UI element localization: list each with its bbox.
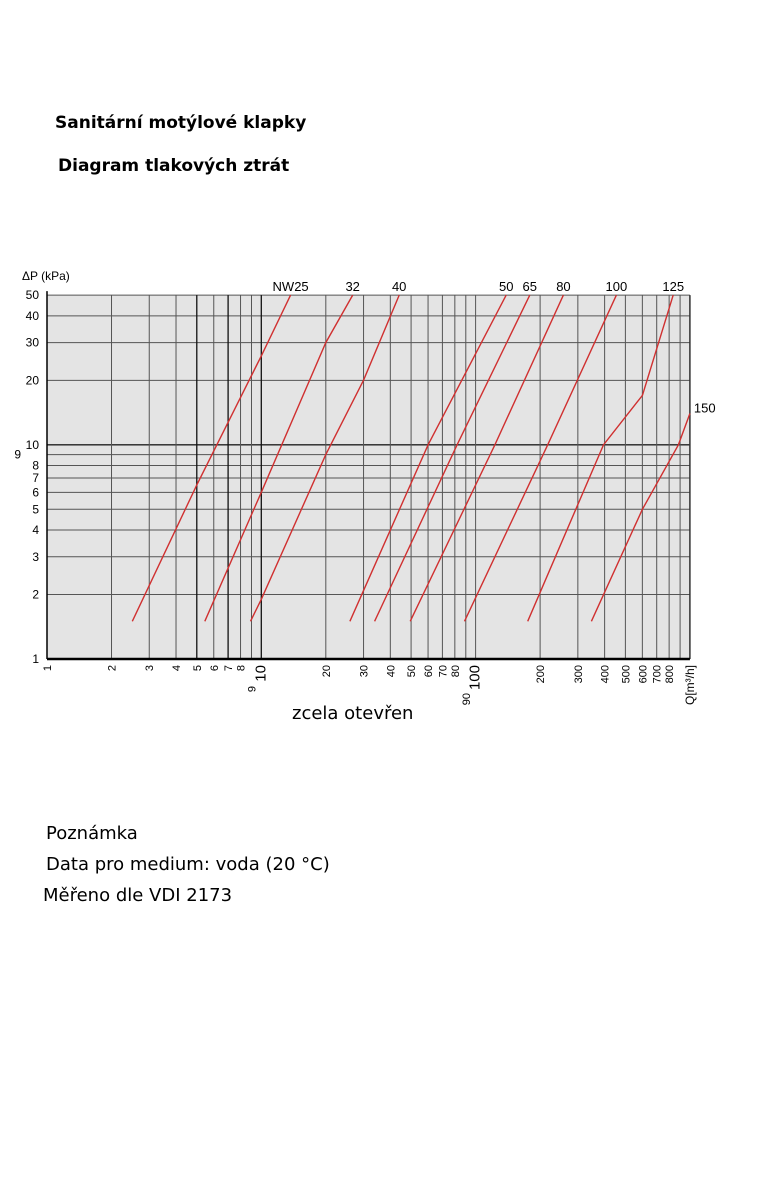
x-tick-label: 50 — [406, 665, 418, 677]
series-label: 100 — [606, 279, 628, 294]
series-line-65 — [373, 294, 531, 622]
note-heading: Poznámka — [46, 823, 138, 844]
y-tick-label: 2 — [32, 588, 39, 602]
x-tick-label: 600 — [637, 665, 649, 683]
page-title: Sanitární motýlové klapky — [55, 113, 307, 133]
y-tick-label: 40 — [26, 309, 40, 323]
series-label: 80 — [556, 279, 570, 294]
x-tick-label: 20 — [321, 665, 333, 677]
y-tick-label: 3 — [32, 550, 39, 564]
x-tick-label: 100 — [467, 665, 484, 690]
y-tick-label: 30 — [26, 336, 40, 350]
x-tick-label: 2 — [107, 665, 119, 671]
y-tick-label: 1 — [32, 652, 39, 666]
note-medium: Data pro medium: voda (20 °C) — [46, 854, 330, 875]
series-label: 125 — [662, 279, 684, 294]
series-line-125 — [527, 294, 674, 622]
series-label: 32 — [345, 279, 359, 294]
x-tick-label: 70 — [437, 665, 449, 677]
page-subtitle: Diagram tlakových ztrát — [58, 156, 290, 176]
x-tick-label: 5 — [192, 665, 204, 671]
x-tick-label: 200 — [535, 665, 547, 683]
y-tick-label: 4 — [32, 523, 39, 537]
note-standard: Měřeno dle VDI 2173 — [43, 885, 233, 906]
x-tick-label: 3 — [144, 665, 156, 671]
x-tick-label: 1 — [42, 665, 54, 671]
x-tick-label: 300 — [573, 665, 585, 683]
series-line-32 — [204, 294, 354, 622]
x-tick-label: 40 — [385, 665, 397, 677]
x-tick-label: 400 — [600, 665, 612, 683]
series-label: NW25 — [273, 279, 309, 294]
plot-area — [47, 295, 690, 659]
series-label: 50 — [499, 279, 513, 294]
y-tick-label: 7 — [32, 471, 39, 485]
x-tick-label: 8 — [236, 665, 248, 671]
y-tick-label: 6 — [32, 485, 39, 499]
x-tick-label: 700 — [652, 665, 664, 683]
x-tick-label: 800 — [664, 665, 676, 683]
series-label: 65 — [523, 279, 537, 294]
y-tick-label: 10 — [26, 438, 40, 452]
series-line-100 — [463, 294, 618, 622]
series-line-40 — [249, 294, 400, 622]
y-tick-label: 20 — [26, 373, 40, 387]
series-line-nw25 — [131, 294, 292, 622]
x-tick-label: 10 — [252, 665, 269, 682]
x-tick-label: 9 — [246, 686, 258, 692]
series-line-80 — [409, 294, 565, 622]
chart-caption: zcela otevřen — [292, 703, 414, 724]
x-tick-label: 6 — [209, 665, 221, 671]
y-tick-label: 50 — [26, 288, 40, 302]
x-tick-label: 60 — [423, 665, 435, 677]
y-tick-label: 9 — [14, 448, 21, 462]
series-line-150 — [590, 413, 691, 622]
y-axis-label: ΔP (kPa) — [22, 269, 70, 283]
x-tick-label: 90 — [461, 693, 473, 705]
series-label: 150 — [694, 400, 716, 415]
x-tick-label: 80 — [450, 665, 462, 677]
y-tick-label: 5 — [32, 502, 39, 516]
y-tick-label: 8 — [32, 459, 39, 473]
series-line-50 — [349, 294, 507, 622]
x-tick-label: 4 — [171, 665, 183, 671]
x-tick-label: 500 — [620, 665, 632, 683]
series-label: 40 — [392, 279, 406, 294]
x-tick-label: 7 — [223, 665, 235, 671]
x-tick-label: 30 — [359, 665, 371, 677]
x-axis-label: Q[m³/h] — [683, 665, 697, 705]
